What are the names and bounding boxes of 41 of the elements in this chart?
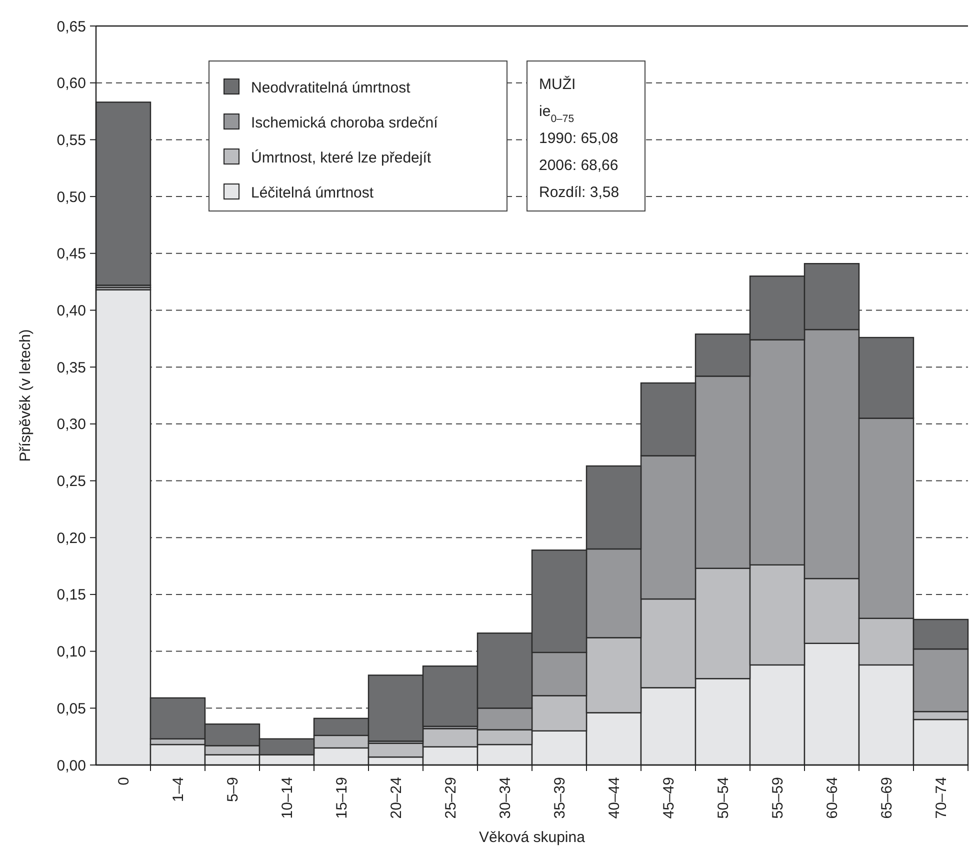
legend-label: Neodvratitelná úmrtnost [251, 79, 412, 96]
y-tick-label: 0,20 [56, 530, 86, 547]
x-tick-label: 70–74 [933, 777, 950, 819]
y-tick-label: 0,60 [56, 75, 86, 92]
y-tick-label: 0,50 [56, 188, 86, 206]
y-tick-label: 0,25 [56, 473, 86, 490]
x-tick-label: 65–69 [878, 777, 896, 819]
annotation: 1990: 65,08 [539, 130, 618, 147]
y-tick-label: 0,10 [56, 644, 86, 661]
annotation: MUŽI [539, 75, 576, 93]
annotation: 2006: 68,66 [539, 157, 618, 174]
legend-label: Úmrtnost, které lze předejít [251, 148, 432, 166]
x-tick-label: 60–64 [824, 777, 841, 819]
y-tick-label: 0,35 [56, 359, 86, 376]
x-axis-title: Věková skupina [479, 829, 586, 846]
y-tick-label: 0,55 [56, 132, 86, 149]
x-tick-label: 10–14 [279, 777, 296, 819]
y-tick-label: 0,65 [56, 18, 86, 36]
x-tick-label: 35–39 [552, 777, 568, 819]
x-tick-label: 50–54 [715, 777, 732, 819]
y-axis-title: Příspěvěk (v letech) [17, 329, 34, 462]
y-tick-label: 0,45 [56, 246, 86, 263]
y-tick-label: 0,15 [56, 586, 86, 604]
x-tick-label: 30–34 [497, 777, 514, 819]
annotation: Rozdíl: 3,58 [539, 184, 620, 201]
x-tick-label: 45–49 [660, 777, 678, 819]
y-tick-label: 0,40 [56, 302, 86, 320]
y-tick-label: 0,05 [56, 700, 86, 718]
annotation: ie$_{0–75}$ [539, 103, 574, 125]
legend-label: Ischemická choroba srdeční [251, 114, 439, 132]
x-tick-label: 5–9 [224, 777, 242, 802]
x-tick-label: 40–44 [606, 777, 623, 819]
x-tick-label: 1–4 [170, 777, 187, 802]
x-tick-label: 0 [116, 777, 132, 786]
x-tick-label: 15–19 [334, 777, 350, 819]
x-tick-label: 25–29 [442, 777, 460, 819]
x-tick-label: 55–59 [770, 777, 786, 819]
legend-label: Léčitelná úmrtnost [251, 184, 374, 202]
y-tick-label: 0,00 [56, 757, 86, 774]
y-tick-label: 0,30 [56, 416, 86, 434]
x-tick-label: 20–24 [388, 777, 405, 819]
